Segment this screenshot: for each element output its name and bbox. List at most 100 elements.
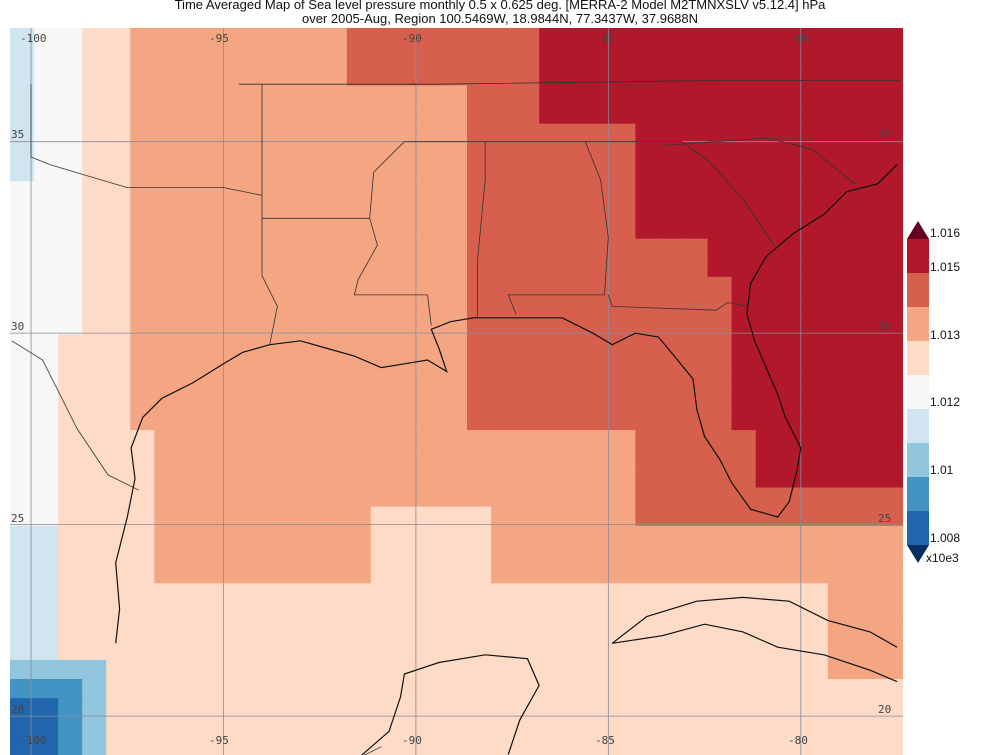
pressure-cell <box>178 736 204 755</box>
pressure-cell <box>130 238 155 259</box>
pressure-cell <box>731 334 757 355</box>
pressure-cell <box>178 410 204 431</box>
pressure-cell <box>34 583 59 603</box>
pressure-cell <box>322 487 348 508</box>
pressure-cell <box>779 468 805 489</box>
pressure-cell <box>659 487 685 508</box>
pressure-cell <box>250 698 276 718</box>
pressure-cell <box>467 353 492 374</box>
pressure-cell <box>82 28 107 48</box>
pressure-cell <box>370 430 396 450</box>
pressure-cell <box>443 200 468 220</box>
pressure-cell <box>226 200 252 220</box>
pressure-cell <box>900 410 903 431</box>
pressure-cell <box>370 104 396 125</box>
pressure-cell <box>154 468 179 489</box>
political-border <box>585 141 775 246</box>
pressure-cell <box>851 602 877 623</box>
pressure-cell <box>250 583 276 603</box>
pressure-cell <box>563 602 588 623</box>
pressure-cell <box>491 181 516 201</box>
pressure-cell <box>539 142 564 163</box>
pressure-cell <box>659 545 685 565</box>
pressure-cell <box>322 430 348 450</box>
pressure-cell <box>202 85 228 106</box>
pressure-cell <box>563 257 588 278</box>
pressure-cell <box>707 257 733 278</box>
colorbar-swatch <box>907 341 929 375</box>
pressure-cell <box>443 142 468 163</box>
pressure-cell <box>707 296 733 316</box>
pressure-cell <box>635 430 661 450</box>
pressure-cell <box>106 430 131 450</box>
pressure-cell <box>418 162 444 182</box>
pressure-cell <box>346 621 372 642</box>
pressure-cell <box>491 736 516 755</box>
pressure-cell <box>178 449 204 469</box>
pressure-cell <box>82 640 107 661</box>
pressure-cell <box>443 449 468 469</box>
pressure-cell <box>779 372 805 393</box>
pressure-cell <box>563 66 588 86</box>
pressure-cell <box>394 525 420 546</box>
pressure-cell <box>635 353 661 374</box>
pressure-cell <box>587 162 612 182</box>
pressure-cell <box>587 47 612 67</box>
pressure-cell <box>515 219 540 240</box>
pressure-cell <box>82 353 107 374</box>
pressure-cell <box>659 315 685 335</box>
pressure-cell <box>900 525 903 546</box>
pressure-cell <box>875 66 901 86</box>
pressure-cell <box>611 162 636 182</box>
pressure-cell <box>106 487 131 508</box>
pressure-cell <box>707 621 733 642</box>
pressure-cell <box>10 47 35 67</box>
pressure-cell <box>467 372 492 393</box>
pressure-cell <box>130 449 155 469</box>
pressure-cell <box>443 698 468 718</box>
lon-label-top: -90 <box>402 32 422 45</box>
pressure-cell <box>370 123 396 144</box>
pressure-cell <box>298 315 324 335</box>
pressure-cell <box>755 85 781 106</box>
pressure-cell <box>394 123 420 144</box>
pressure-cell <box>755 506 781 527</box>
pressure-cell <box>298 698 324 718</box>
pressure-cell <box>58 200 83 220</box>
pressure-cell <box>683 296 709 316</box>
pressure-cell <box>491 142 516 163</box>
pressure-cell <box>250 162 276 182</box>
sea-level-pressure-map <box>10 28 903 755</box>
colorbar-swatches <box>907 221 929 563</box>
pressure-cell <box>178 276 204 297</box>
pressure-cell <box>707 391 733 412</box>
pressure-cell <box>587 621 612 642</box>
pressure-cell <box>298 583 324 603</box>
pressure-cell <box>683 238 709 259</box>
pressure-cell <box>418 545 444 565</box>
pressure-cell <box>443 315 468 335</box>
pressure-cell <box>298 717 324 737</box>
pressure-cell <box>178 487 204 508</box>
pressure-cell <box>491 468 516 489</box>
pressure-cell <box>779 487 805 508</box>
cuba-south-coast <box>612 623 898 683</box>
pressure-cell <box>539 315 564 335</box>
map-plot-area[interactable]: -100 -95 -90 -85 -80 -100 -95 -90 -85 -8… <box>10 28 903 755</box>
lat-label-right: 20 <box>878 703 892 716</box>
pressure-cell <box>346 334 372 355</box>
pressure-cell <box>154 372 179 393</box>
pressure-cell <box>10 659 35 680</box>
pressure-cell <box>900 487 903 508</box>
pressure-cell <box>58 181 83 201</box>
pressure-cell <box>515 200 540 220</box>
pressure-cell <box>900 564 903 584</box>
pressure-cell <box>10 736 35 755</box>
colorbar-swatch <box>907 409 929 443</box>
pressure-cell <box>467 449 492 469</box>
pressure-cell <box>154 104 179 125</box>
pressure-cell <box>178 372 204 393</box>
pressure-cell <box>587 659 612 680</box>
pressure-cell <box>683 353 709 374</box>
lat-label-left: 25 <box>11 512 25 525</box>
